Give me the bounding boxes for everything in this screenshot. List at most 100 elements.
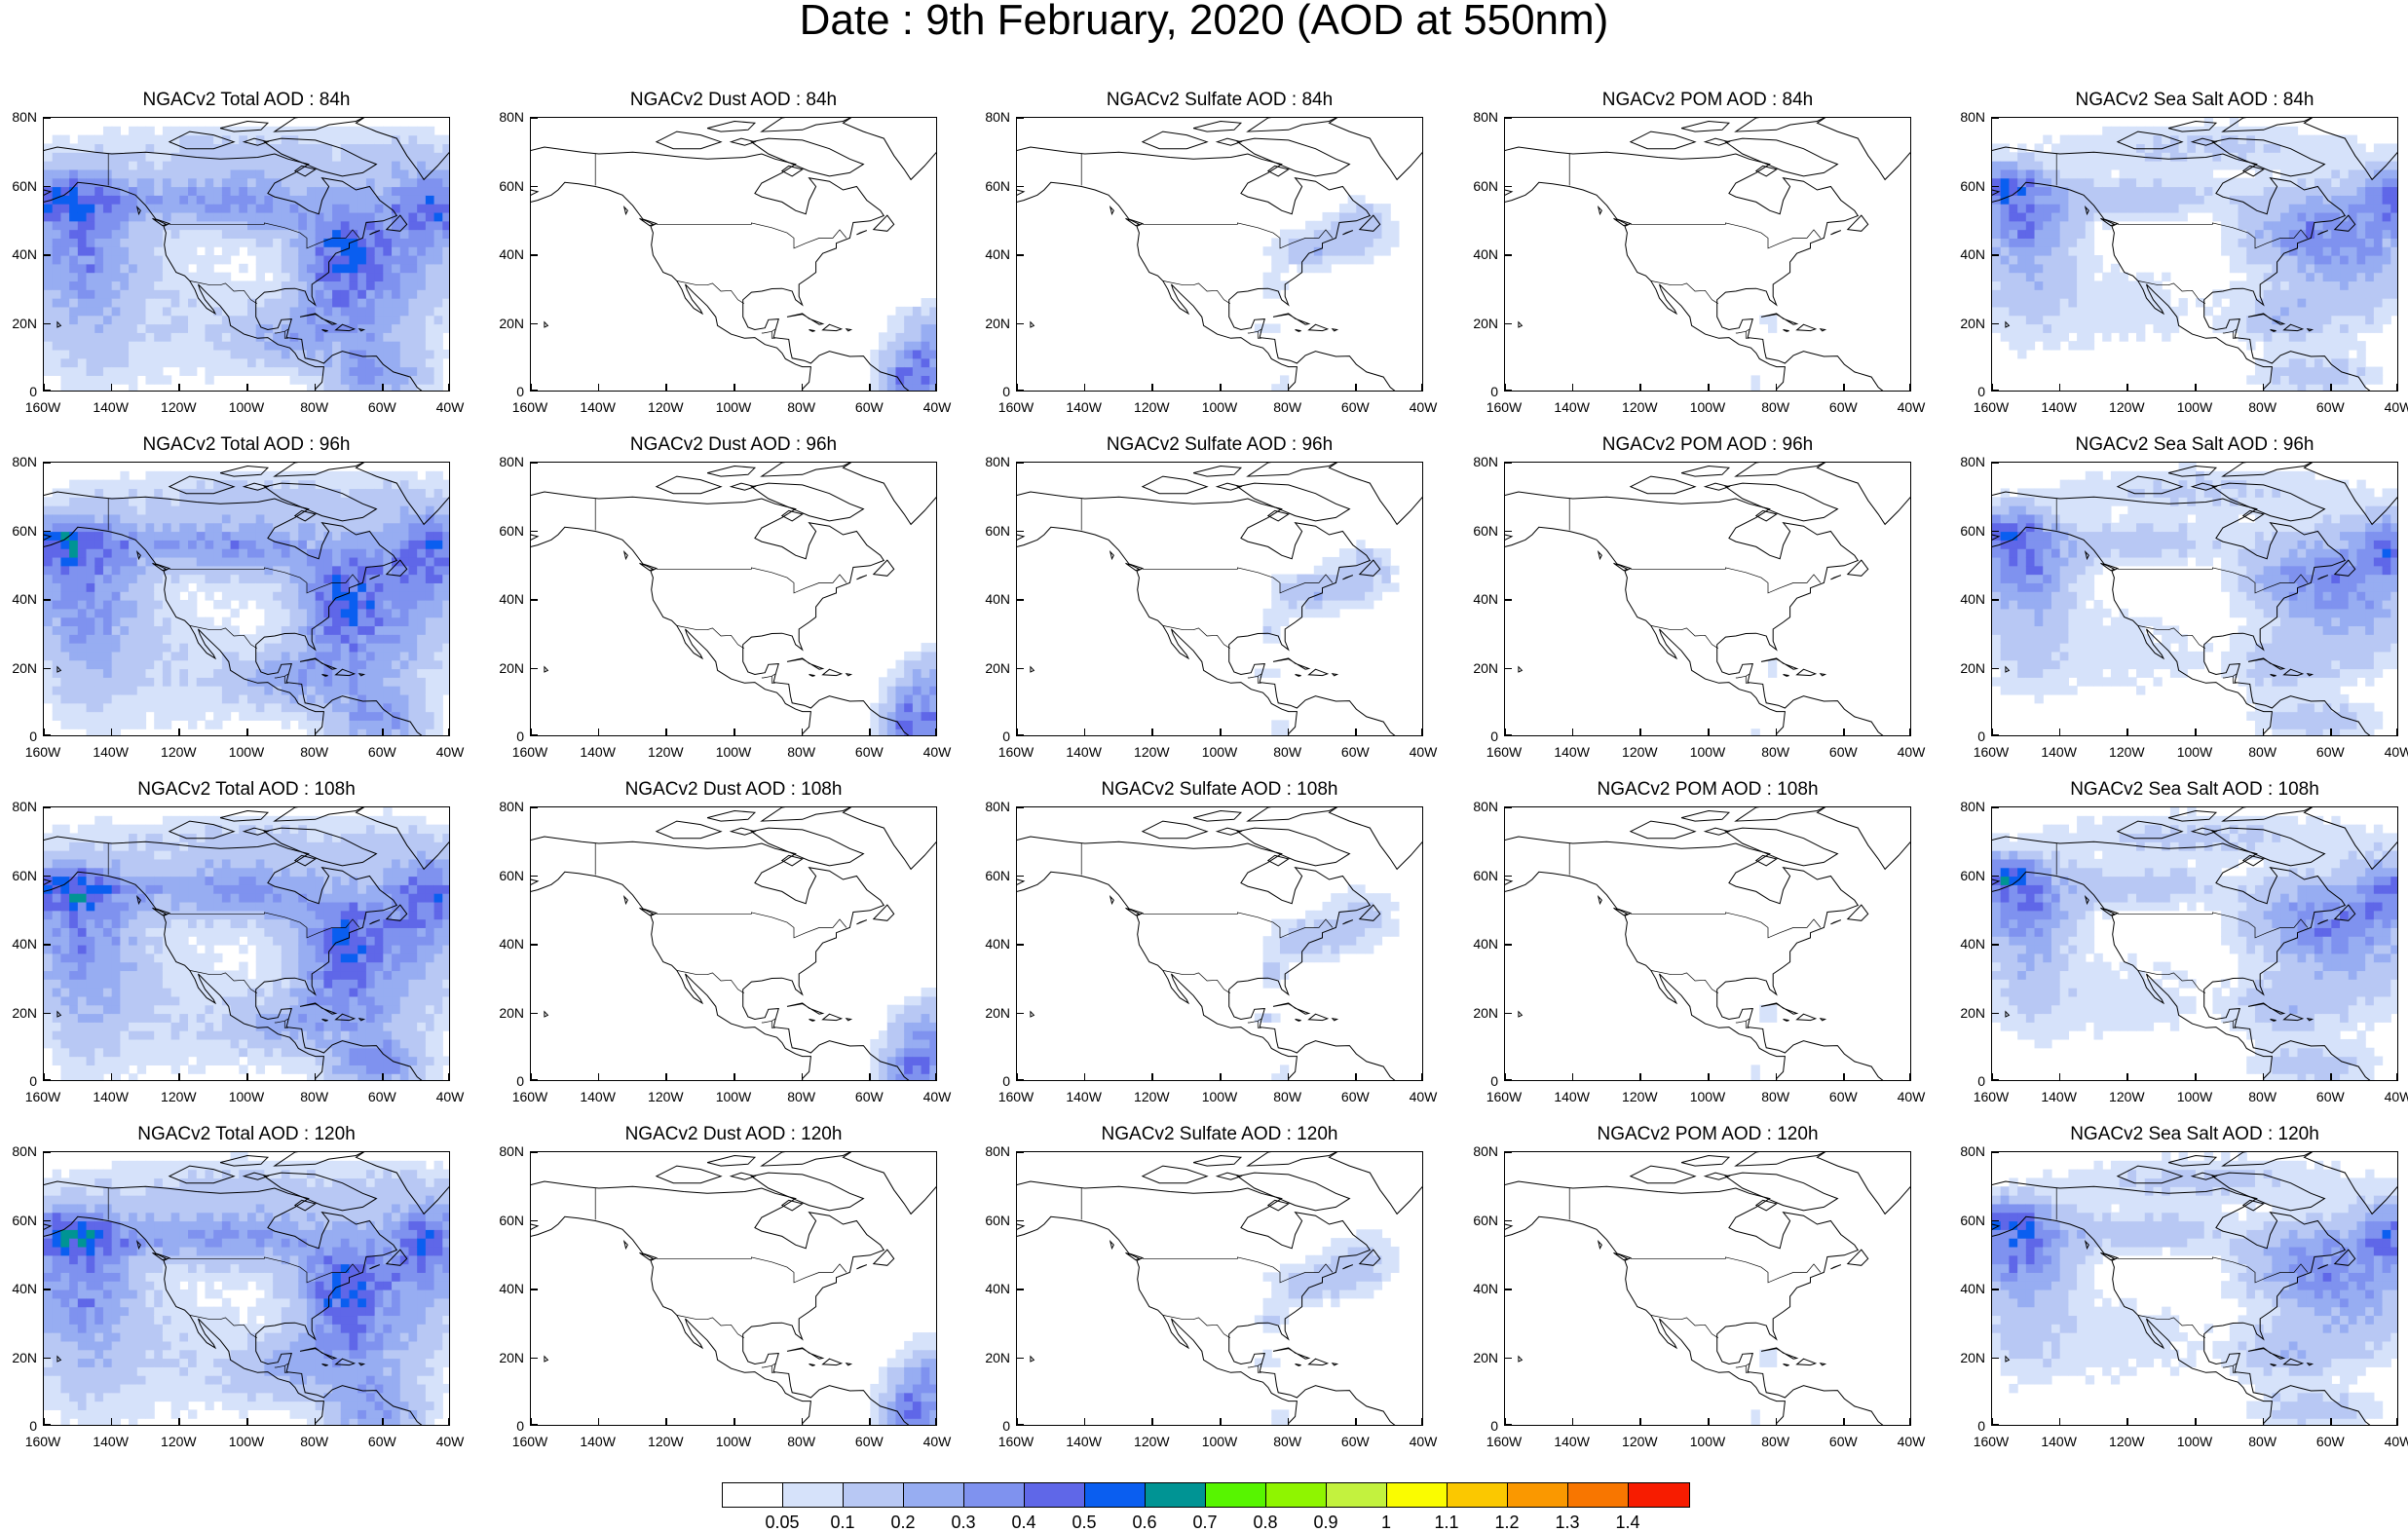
longitude-label: 60W <box>2306 1434 2354 1449</box>
longitude-tick <box>1016 384 1018 392</box>
political-borders <box>595 843 847 1028</box>
longitude-label: 80W <box>2239 1434 2287 1449</box>
longitude-label: 120W <box>2102 1434 2151 1449</box>
longitude-tick <box>1639 384 1641 392</box>
latitude-tick <box>530 1151 538 1153</box>
coastline-island <box>823 669 842 675</box>
longitude-tick <box>448 384 450 392</box>
coastline-island <box>1330 807 1424 869</box>
longitude-label: 40W <box>1887 1434 1936 1449</box>
colorbar-label: 1.4 <box>1599 1513 1657 1532</box>
coastline-north-america <box>1017 837 1423 1081</box>
coastline-island <box>823 324 842 330</box>
longitude-tick <box>1504 1073 1506 1081</box>
latitude-label: 80N <box>0 1143 37 1159</box>
latitude-tick <box>1991 876 1999 878</box>
longitude-label: 100W <box>709 744 758 760</box>
latitude-label: 0 <box>1459 1073 1498 1089</box>
latitude-tick <box>1016 1151 1024 1153</box>
latitude-tick <box>1504 462 1512 464</box>
border-line <box>762 1364 775 1367</box>
longitude-tick <box>43 1418 45 1426</box>
panel-title: NGACv2 Total AOD : 120h <box>43 1124 450 1145</box>
latitude-label: 20N <box>0 660 37 676</box>
latitude-tick <box>43 531 51 533</box>
longitude-tick <box>935 1418 937 1426</box>
longitude-tick <box>1639 1073 1641 1081</box>
longitude-label: 40W <box>1399 399 1448 415</box>
latitude-tick <box>43 462 51 464</box>
longitude-label: 140W <box>1060 1089 1109 1104</box>
coastline-island <box>1330 1152 1424 1214</box>
political-borders <box>595 154 847 339</box>
longitude-tick <box>1421 384 1423 392</box>
latitude-tick <box>1504 117 1512 119</box>
latitude-label: 0 <box>1946 729 1985 744</box>
longitude-label: 160W <box>992 1434 1040 1449</box>
longitude-tick <box>2195 1073 2197 1081</box>
latitude-label: 20N <box>0 1350 37 1365</box>
coastline-north-america <box>1017 1181 1423 1426</box>
map-plot <box>1016 462 1423 736</box>
longitude-tick <box>246 384 248 392</box>
longitude-tick <box>315 1073 317 1081</box>
panel-title: NGACv2 Dust AOD : 96h <box>530 434 937 456</box>
longitude-tick <box>598 1418 600 1426</box>
aod-field <box>870 643 937 736</box>
coastline-island <box>847 674 851 676</box>
longitude-label: 140W <box>87 744 135 760</box>
latitude-tick <box>530 462 538 464</box>
coastline-island <box>856 576 866 579</box>
coastline-island <box>1237 483 1349 521</box>
longitude-label: 60W <box>1819 399 1867 415</box>
latitude-label: 40N <box>485 936 524 952</box>
border-line <box>657 223 847 248</box>
colorbar-label: 0.4 <box>995 1513 1053 1532</box>
map-plot <box>1504 117 1911 392</box>
latitude-label: 80N <box>1946 109 1985 125</box>
longitude-label: 60W <box>357 744 406 760</box>
longitude-tick <box>1288 384 1290 392</box>
coastline-island <box>1830 1265 1840 1269</box>
coastline-island <box>751 138 863 176</box>
coastline-island <box>1784 330 1789 332</box>
coastline-island <box>1237 138 1349 176</box>
longitude-label: 80W <box>290 1089 339 1104</box>
longitude-tick <box>734 384 735 392</box>
map-plot <box>1991 806 2398 1081</box>
coastline-island <box>1273 1348 1309 1359</box>
latitude-label: 0 <box>1946 1073 1985 1089</box>
latitude-label: 40N <box>0 1281 37 1296</box>
coastlines <box>531 463 937 736</box>
longitude-label: 60W <box>845 744 893 760</box>
coastline-island <box>1309 1014 1328 1020</box>
longitude-tick <box>802 1418 804 1426</box>
longitude-tick <box>43 384 45 392</box>
longitude-label: 160W <box>1480 399 1528 415</box>
latitude-label: 60N <box>485 1213 524 1228</box>
map-plot <box>1016 806 1423 1081</box>
panel-title: NGACv2 POM AOD : 120h <box>1504 1124 1911 1145</box>
latitude-tick <box>1016 806 1024 808</box>
longitude-label: 100W <box>222 399 271 415</box>
longitude-label: 60W <box>357 399 406 415</box>
longitude-tick <box>382 1073 384 1081</box>
longitude-label: 80W <box>1263 1434 1312 1449</box>
border-line <box>1631 1257 1821 1283</box>
map-svg <box>531 463 937 736</box>
longitude-label: 80W <box>1263 1089 1312 1104</box>
longitude-tick <box>315 729 317 736</box>
longitude-tick <box>802 1073 804 1081</box>
longitude-label: 80W <box>290 399 339 415</box>
coastline-island <box>707 122 755 132</box>
longitude-label: 40W <box>913 399 961 415</box>
coastline-island <box>1848 215 1868 231</box>
latitude-tick <box>1504 1289 1512 1290</box>
coastline-island <box>1237 1173 1349 1211</box>
longitude-tick <box>111 1418 113 1426</box>
colorbar-swatch <box>1266 1483 1327 1507</box>
latitude-tick <box>43 1358 51 1360</box>
longitude-tick <box>2396 384 2398 392</box>
latitude-label: 80N <box>485 109 524 125</box>
